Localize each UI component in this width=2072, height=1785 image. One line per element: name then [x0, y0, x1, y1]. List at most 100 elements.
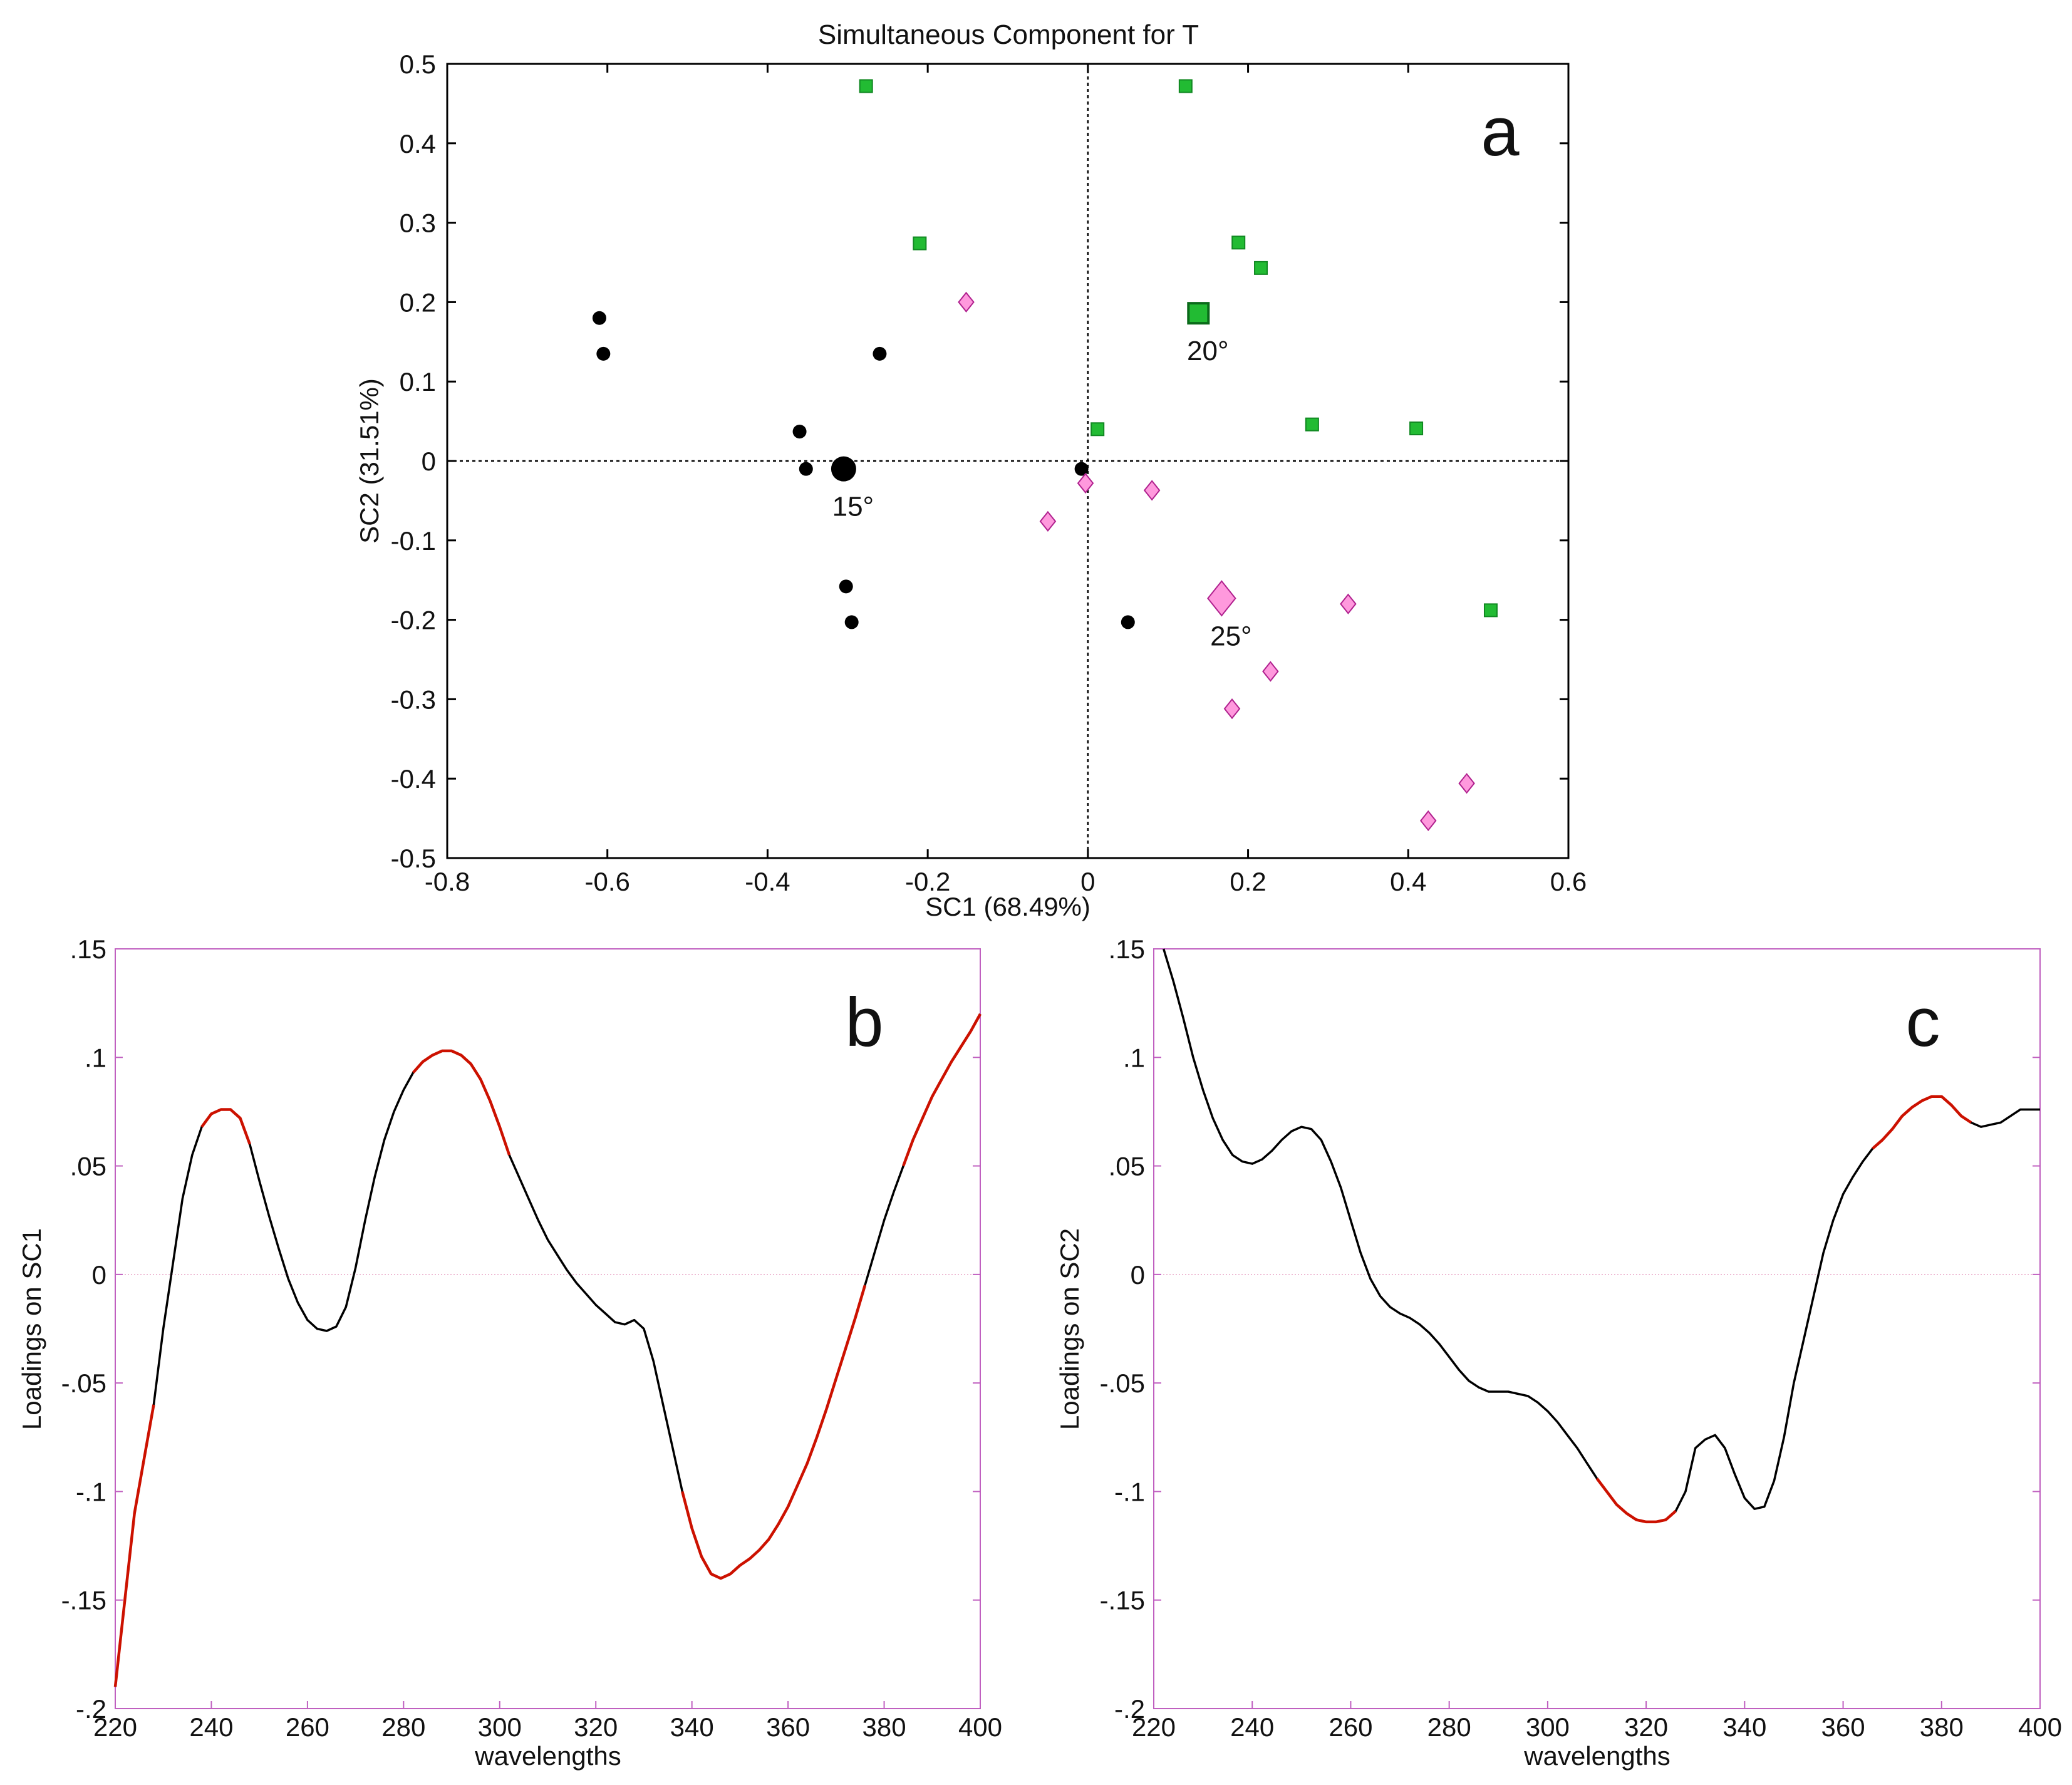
y-tick-label: -0.2 [391, 606, 436, 635]
y-tick-label: .15 [70, 934, 106, 964]
x-tick-label: -0.8 [425, 867, 470, 896]
panel-b-line: 220 240 260 280 300 320 340 360 380 400 -.2 -.15 -.1… [17, 934, 1002, 1771]
panel-letter: a [1481, 93, 1520, 170]
y-tick-label: .05 [1109, 1152, 1145, 1181]
point-square [859, 79, 873, 93]
series-highlight-segment [1872, 1095, 1972, 1150]
x-tick-label: 300 [478, 1712, 522, 1742]
point-square [1409, 422, 1424, 436]
axis-ticks: 220 240 260 280 300 320 340 360 380 400 -.2 -.15 -.1… [61, 934, 1002, 1742]
reference-lines [447, 64, 1568, 858]
point-square [1178, 79, 1193, 93]
point-square [1231, 235, 1246, 250]
y-tick-label: -.05 [1100, 1368, 1145, 1398]
point-diamond [1458, 773, 1475, 794]
x-tick-label: 380 [862, 1712, 906, 1742]
y-tick-label: -0.3 [391, 685, 436, 714]
series-highlight-segment [902, 1013, 982, 1167]
y-tick-label: 0.3 [400, 209, 436, 238]
y-tick-label: -.2 [76, 1694, 106, 1724]
x-tick-label: 220 [93, 1712, 137, 1742]
plot-frame [1153, 948, 2041, 1709]
y-tick-label: -.15 [1100, 1586, 1145, 1615]
y-tick-label: -.2 [1114, 1694, 1145, 1724]
x-axis-label: SC1 (68.49%) [925, 892, 1090, 921]
axis-ticks: -0.8 -0.6 -0.4 -0.2 0 0.2 0.4 0.6 -0.5 -0.4 -0.3 -0… [391, 49, 1587, 896]
series-highlight-segment [412, 1049, 511, 1156]
data-series [1163, 948, 2040, 1524]
x-tick-label: 360 [766, 1712, 810, 1742]
panel-letter: b [845, 984, 883, 1061]
centroid-diamond [1207, 580, 1236, 617]
y-tick-label: 0 [1131, 1260, 1145, 1290]
point-diamond [1223, 698, 1241, 720]
x-tick-label: 0.2 [1230, 867, 1266, 896]
point-square [1254, 261, 1268, 275]
x-tick-label: 380 [1920, 1712, 1964, 1742]
x-tick-label: 400 [2018, 1712, 2062, 1742]
point-circle [792, 425, 807, 439]
x-tick-label: 240 [1230, 1712, 1274, 1742]
point-square [1305, 417, 1319, 432]
x-tick-label: 280 [381, 1712, 425, 1742]
y-tick-label: 0.5 [400, 49, 436, 79]
y-tick-label: 0 [422, 447, 436, 476]
point-square [913, 236, 927, 251]
x-tick-label: 260 [286, 1712, 329, 1742]
point-diamond [1262, 661, 1279, 682]
x-tick-label: 0 [1080, 867, 1095, 896]
x-tick-label: 280 [1427, 1712, 1471, 1742]
y-tick-label: -.15 [61, 1586, 106, 1615]
y-axis-label: Loadings on SC2 [1055, 1228, 1084, 1430]
axis-ticks: 220 240 260 280 300 320 340 360 380 400 -.2 -.15 -.1… [1100, 934, 2062, 1742]
y-tick-label: .05 [70, 1152, 106, 1181]
point-circle [1121, 615, 1135, 629]
y-tick-label: 0.2 [400, 287, 436, 317]
point-circle [596, 346, 611, 361]
point-circle [592, 311, 606, 325]
point-circle [873, 346, 887, 361]
x-tick-label: 240 [189, 1712, 233, 1742]
y-axis-label: Loadings on SC1 [17, 1228, 46, 1430]
series-highlight-segment [1595, 1477, 1677, 1524]
y-tick-label: 0.4 [400, 129, 436, 158]
point-diamond [1419, 810, 1437, 832]
series-line [114, 1013, 982, 1687]
panel-letter: c [1906, 984, 1940, 1061]
centroid-label: 15° [832, 492, 874, 522]
point-circle [839, 579, 853, 594]
point-diamond [1143, 480, 1161, 501]
x-tick-label: 300 [1526, 1712, 1570, 1742]
y-tick-label: .1 [1123, 1043, 1145, 1072]
x-tick-label: 340 [1722, 1712, 1766, 1742]
centroid-circle [831, 456, 856, 482]
x-tick-label: 220 [1132, 1712, 1176, 1742]
centroid-label: 25° [1210, 621, 1252, 651]
point-square [1483, 603, 1498, 618]
y-tick-label: 0.1 [400, 367, 436, 396]
x-tick-label: 0.4 [1390, 867, 1426, 896]
x-tick-label: 340 [670, 1712, 714, 1742]
point-circle [799, 462, 813, 476]
centroid-label: 20° [1187, 336, 1229, 366]
x-tick-label: -0.6 [585, 867, 630, 896]
point-circle [1074, 462, 1089, 476]
y-tick-label: -0.5 [391, 844, 436, 873]
chart-title: Simultaneous Component for T [818, 19, 1199, 50]
point-circle [844, 615, 859, 629]
data-series [113, 1013, 982, 1687]
x-tick-label: -0.2 [905, 867, 950, 896]
y-tick-label: 0 [92, 1260, 106, 1290]
x-tick-label: 320 [1624, 1712, 1668, 1742]
plot-frame [115, 948, 981, 1709]
x-tick-label: 0.6 [1550, 867, 1587, 896]
series-highlight-segment [113, 1404, 155, 1687]
x-tick-label: 260 [1329, 1712, 1372, 1742]
x-axis-label: wavelengths [474, 1741, 621, 1771]
x-tick-label: 400 [958, 1712, 1002, 1742]
point-square [1090, 422, 1105, 437]
y-tick-label: -.1 [1114, 1477, 1145, 1506]
x-tick-label: 360 [1821, 1712, 1865, 1742]
series-highlight-segment [200, 1108, 251, 1145]
